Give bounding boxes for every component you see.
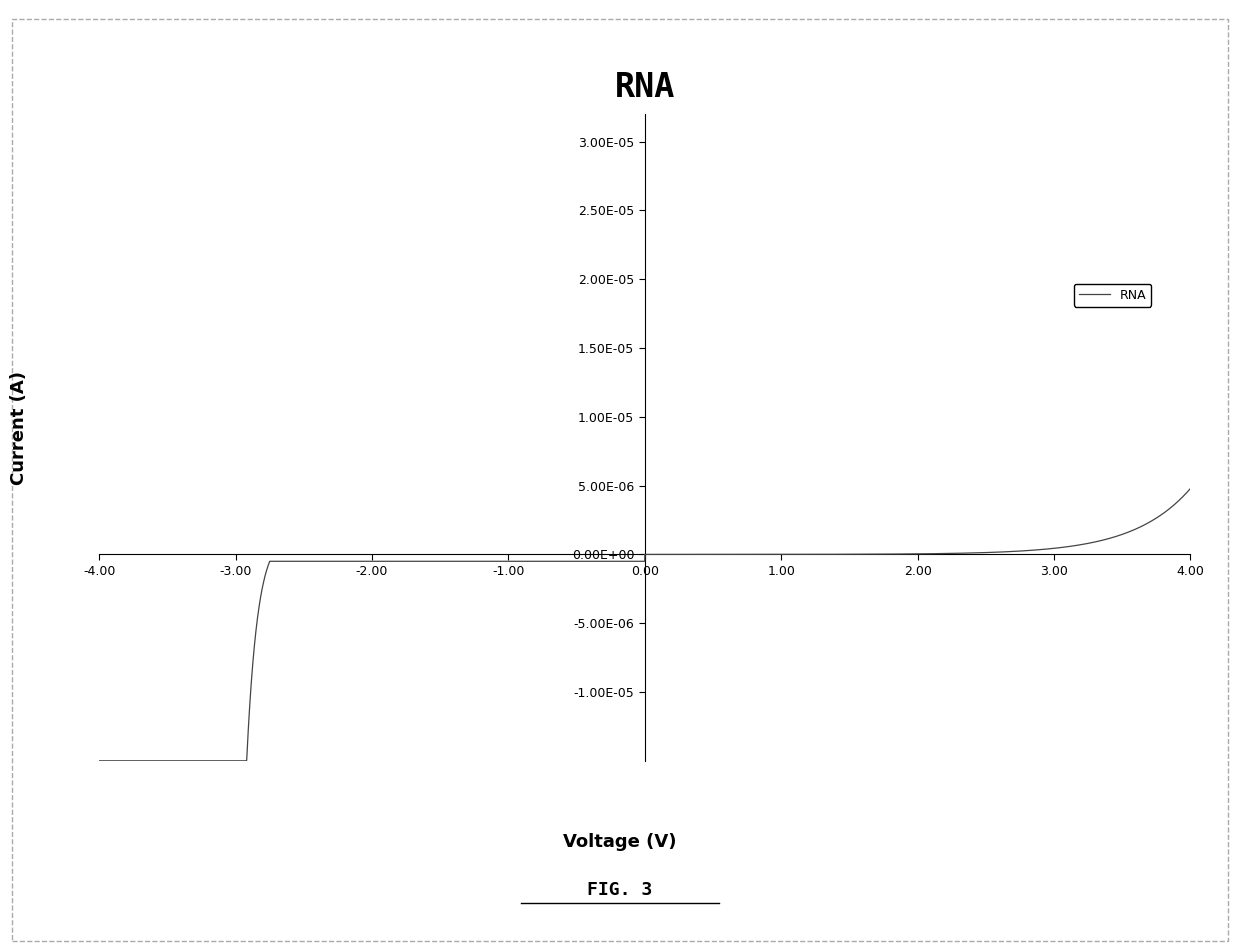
RNA (92, 755, 107, 767)
RNA (906, 548, 921, 559)
RNA (508, 555, 523, 567)
RNA (801, 549, 816, 560)
RNA (290, 555, 305, 567)
Text: Voltage (V): Voltage (V) (563, 833, 677, 850)
Text: Current (A): Current (A) (10, 371, 27, 485)
RNA (990, 547, 1004, 558)
Line: RNA: RNA (99, 489, 1190, 761)
Title: RNA: RNA (615, 71, 675, 105)
RNA (1183, 483, 1198, 495)
Text: FIG. 3: FIG. 3 (588, 881, 652, 899)
RNA (746, 549, 761, 560)
Legend: RNA: RNA (1074, 283, 1152, 306)
